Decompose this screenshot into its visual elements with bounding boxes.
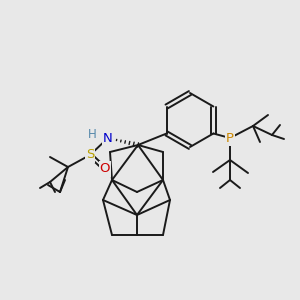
Text: S: S [86, 148, 94, 161]
Text: O: O [100, 163, 110, 176]
Text: H: H [88, 128, 96, 140]
Text: P: P [226, 131, 234, 145]
Text: N: N [103, 131, 113, 145]
